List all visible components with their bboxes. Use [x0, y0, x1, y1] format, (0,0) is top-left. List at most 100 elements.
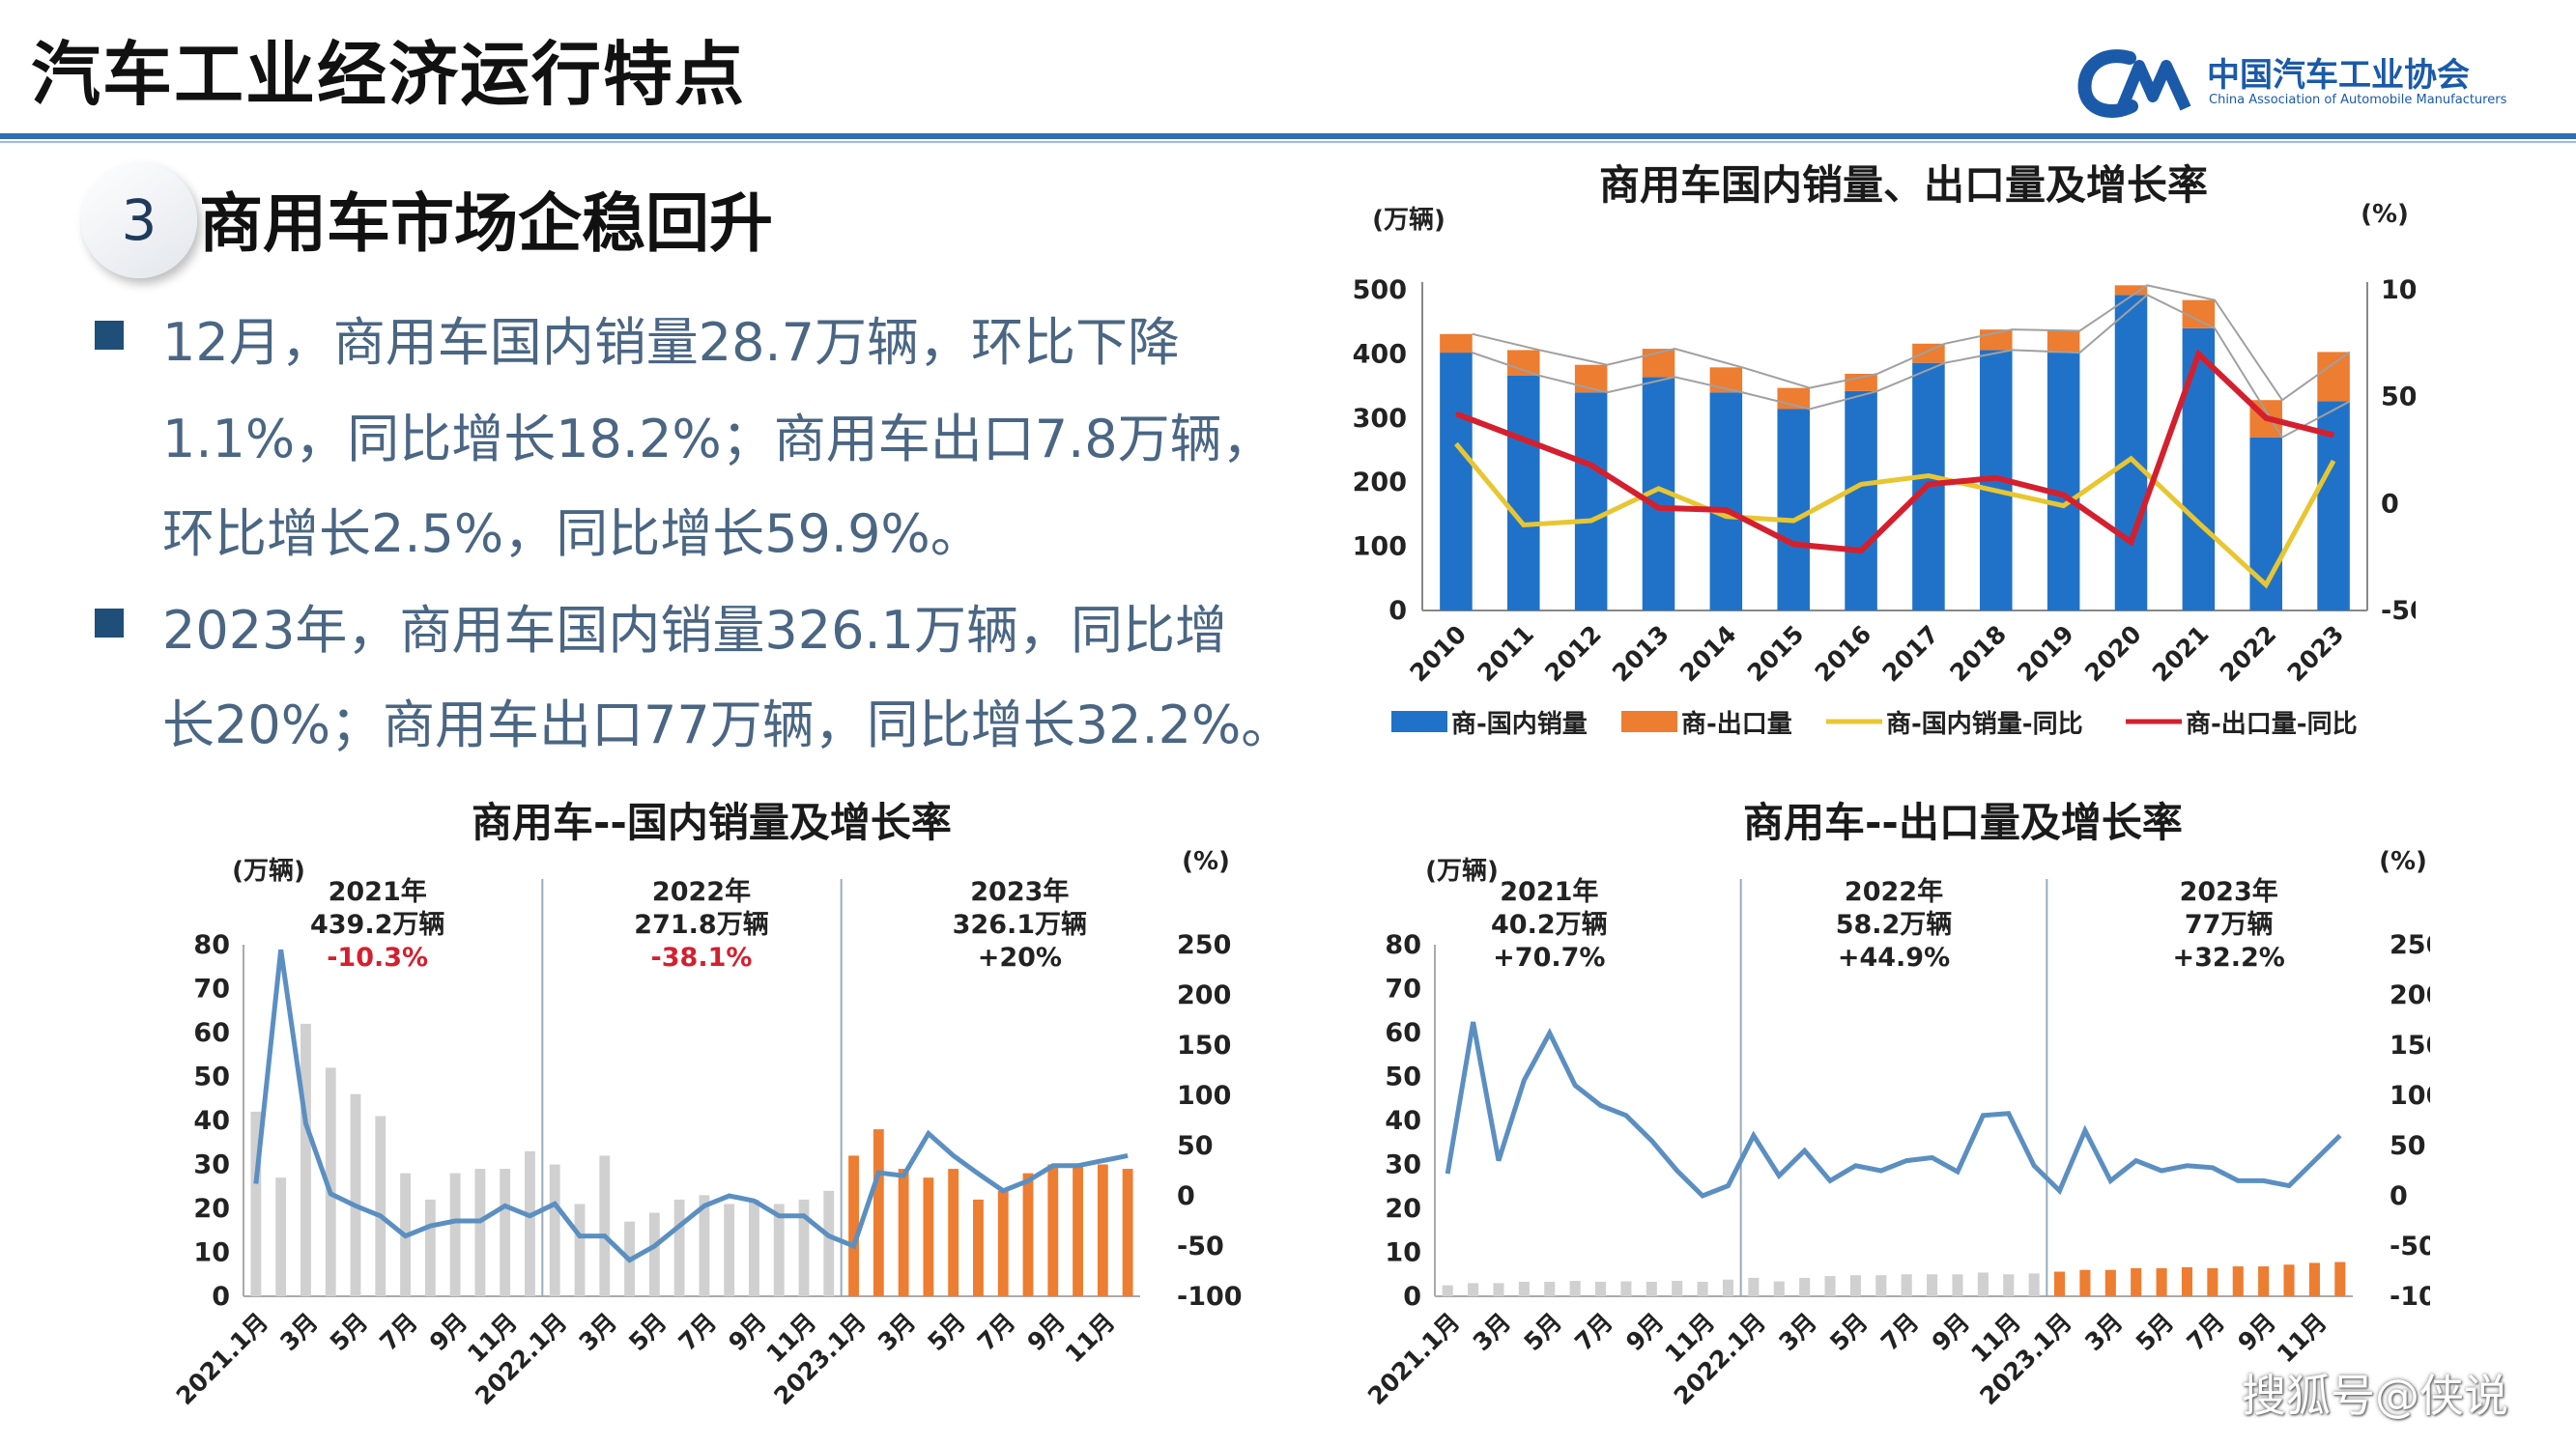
chart2-annotation-growth: +20%	[978, 943, 1062, 973]
chart2-annotation-year: 2022年	[652, 876, 751, 907]
chart3-xtick: 5月	[2131, 1308, 2179, 1356]
chart3-annotation-growth: +32.2%	[2173, 943, 2285, 973]
chart2-bar	[823, 1190, 835, 1296]
chart2-growth-line	[253, 949, 1129, 1263]
chart2-bar	[301, 1023, 311, 1296]
page-title: 汽车工业经济运行特点	[31, 34, 747, 115]
chart3-xtick: 11月	[2272, 1308, 2333, 1369]
chart3-bar	[1849, 1275, 1861, 1296]
bullet-1-line-1: 12月，商用车国内销量28.7万辆，环比下降	[162, 312, 1180, 373]
chart3-ytick-right: 150	[2390, 1031, 2430, 1061]
chart2-ytick-right: 250	[1177, 930, 1231, 960]
caam-logo-icon	[2077, 49, 2191, 118]
chart3-bar	[1594, 1281, 1607, 1296]
chart2-bar	[1097, 1164, 1108, 1296]
chart2-annotation-total: 326.1万辆	[953, 910, 1087, 940]
chart3-bar	[1875, 1275, 1887, 1296]
chart2-ytick-right: -100	[1177, 1282, 1243, 1312]
chart1-legend-label: 商-国内销量	[1451, 709, 1588, 739]
chart1-annual-domestic-export: (万辆)(%)5004003002001000100500-5020102011…	[1353, 200, 2416, 739]
chart1-xtick: 2022	[2215, 620, 2282, 688]
chart3-xtick: 5月	[1519, 1308, 1567, 1356]
chart1-total-connector	[1472, 284, 2351, 402]
chart3-bar	[1927, 1274, 1938, 1296]
chart2-bar	[574, 1204, 586, 1296]
chart2-xtick: 5月	[325, 1308, 373, 1356]
chart1-ytick-right: 0	[2381, 489, 2399, 519]
chart3-annotation-year: 2023年	[2180, 876, 2278, 907]
bullet-2-line-2: 长20%；商用车出口77万辆，同比增长32.2%。	[162, 695, 1294, 755]
chart2-xtick: 5月	[922, 1308, 970, 1356]
chart2-bar	[599, 1155, 611, 1296]
chart3-bar	[1977, 1272, 1989, 1296]
chart1-legend-label: 商-国内销量-同比	[1886, 709, 2083, 739]
chart1-bar-domestic	[1845, 390, 1877, 610]
chart2-annotation-growth: -10.3%	[327, 943, 428, 973]
chart2-ytick-left: 0	[212, 1282, 230, 1312]
chart2-annotation-total: 271.8万辆	[634, 910, 768, 940]
chart2-bar	[549, 1164, 560, 1296]
chart3-bar	[2079, 1269, 2091, 1296]
chart3-xtick: 3月	[1773, 1308, 1821, 1356]
chart3-ytick-left: 60	[1385, 1018, 1421, 1048]
chart3-ytick-left: 0	[1403, 1282, 1421, 1312]
chart3-ytick-left: 20	[1385, 1194, 1421, 1224]
chart3-ytick-right: 200	[2390, 980, 2430, 1010]
chart2-bar	[1073, 1164, 1083, 1296]
chart1-title: 商用车国内销量、出口量及增长率	[1599, 161, 2209, 209]
bullet-2-line-1: 2023年，商用车国内销量326.1万辆，同比增	[162, 600, 1228, 661]
chart3-ytick-right: 250	[2390, 930, 2430, 960]
chart2-xtick: 7月	[972, 1308, 1020, 1356]
chart2-bar	[325, 1067, 336, 1296]
chart2-ytick-left: 80	[193, 930, 230, 960]
chart1-xtick: 2020	[2079, 620, 2147, 688]
chart3-xtick: 7月	[2182, 1308, 2230, 1356]
chart3-title: 商用车--出口量及增长率	[1743, 799, 2183, 846]
chart2-xtick: 3月	[274, 1308, 323, 1356]
chart1-ytick-left: 200	[1353, 468, 1407, 497]
chart1-xtick: 2018	[1944, 620, 2012, 688]
chart1-xtick: 2019	[2012, 620, 2079, 688]
chart3-ytick-right: 50	[2390, 1131, 2426, 1161]
chart1-xtick: 2014	[1674, 620, 1742, 688]
chart1-ytick-left: 500	[1353, 275, 1407, 305]
chart1-bar-export	[2114, 285, 2148, 296]
chart3-bar	[1824, 1276, 1836, 1296]
bullet-marker-1	[95, 321, 124, 350]
chart3-annotation-year: 2022年	[1845, 876, 1943, 907]
chart2-ytick-left: 50	[193, 1063, 230, 1092]
chart1-bar-domestic	[1507, 375, 1540, 610]
chart2-ylabel-right: (%)	[1182, 847, 1230, 876]
chart3-annotation-total: 58.2万辆	[1836, 910, 1953, 940]
chart2-bar	[449, 1173, 461, 1296]
chart2-bar	[250, 1111, 262, 1296]
chart3-bar	[1748, 1277, 1760, 1296]
chart3-ytick-right: 0	[2390, 1181, 2408, 1211]
header-divider-thin	[0, 141, 2576, 143]
chart1-bar-domestic	[1440, 353, 1473, 610]
chart1-line-domestic-yoy	[1454, 441, 2336, 589]
chart2-bar	[673, 1199, 685, 1296]
chart2-bar	[923, 1177, 934, 1296]
chart2-annotation-year: 2021年	[329, 876, 427, 907]
chart2-bar	[798, 1199, 810, 1296]
chart2-bar	[699, 1195, 710, 1296]
chart3-xtick: 3月	[2079, 1308, 2128, 1356]
chart2-bar	[898, 1169, 909, 1296]
chart1-xtick: 2017	[1876, 620, 1944, 688]
chart3-annotation-growth: +70.7%	[1493, 943, 1605, 973]
chart3-xtick: 7月	[1875, 1308, 1924, 1356]
chart3-bar	[1493, 1283, 1504, 1296]
chart1-ytick-left: 300	[1353, 404, 1407, 434]
chart2-annotation-growth: -38.1%	[651, 943, 753, 973]
chart1-ylabel-right: (%)	[2361, 200, 2409, 229]
chart2-bar	[1022, 1173, 1034, 1296]
chart2-bar	[275, 1177, 287, 1296]
chart2-ytick-right: 100	[1177, 1081, 1231, 1111]
chart3-growth-line	[1445, 1021, 2342, 1199]
chart3-bar	[2232, 1266, 2244, 1296]
chart1-xtick: 2011	[1472, 620, 1539, 688]
chart1-legend-swatch	[1621, 711, 1677, 732]
chart3-ylabel-left: (万辆)	[1425, 857, 1499, 886]
chart1-bar-domestic	[2317, 401, 2350, 610]
